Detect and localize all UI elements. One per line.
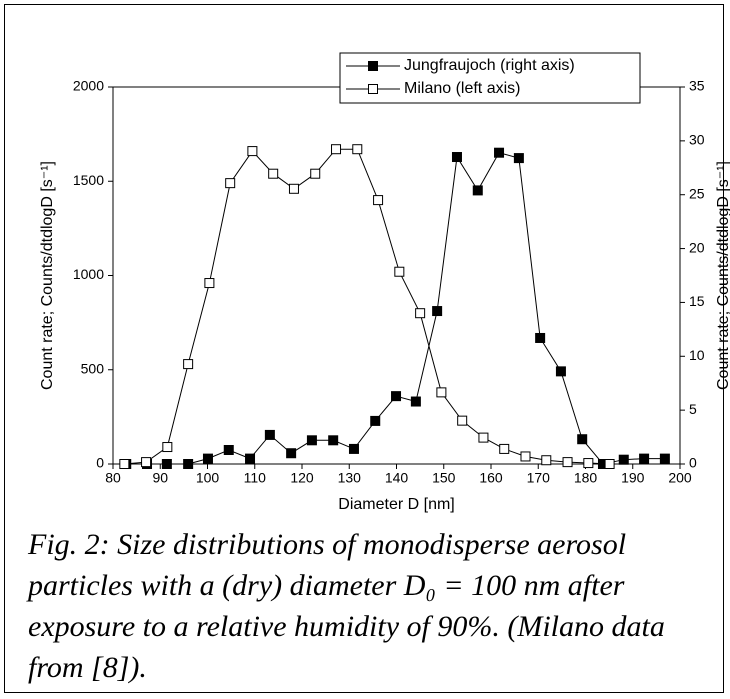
data-point	[555, 366, 566, 377]
y2-tick-label: 10	[689, 347, 705, 363]
legend-marker	[368, 61, 378, 71]
legend-label: Milano (left axis)	[404, 80, 520, 97]
data-point	[370, 415, 381, 426]
data-point	[225, 178, 236, 189]
data-point	[288, 183, 299, 194]
legend-box	[339, 52, 641, 104]
x-tick-label: 110	[244, 470, 267, 486]
data-point	[499, 443, 510, 454]
data-point	[373, 195, 384, 206]
data-point	[204, 278, 215, 289]
data-point	[162, 442, 173, 453]
y2-tick-label: 5	[689, 401, 697, 417]
y2-tick-label: 15	[689, 293, 705, 309]
data-point	[286, 448, 297, 459]
data-point	[520, 451, 531, 462]
data-point	[451, 152, 462, 163]
data-point	[432, 306, 443, 317]
y-axis-label: Count rate; Counts/dtdlogD [s⁻¹]	[39, 161, 56, 390]
data-point	[604, 459, 615, 469]
y2-tick-label: 0	[689, 455, 697, 471]
data-point	[352, 144, 363, 155]
data-point	[119, 459, 130, 469]
x-axis-label: Diameter D [nm]	[338, 496, 454, 513]
y-tick-label: 2000	[73, 78, 104, 94]
data-point	[183, 359, 194, 370]
chart: 80 90 100 110 120 130 140 150 160 170 180 190 200050…	[39, 52, 730, 513]
y-tick-label: 0	[96, 455, 104, 471]
data-point	[391, 391, 402, 402]
y-tick-label: 500	[81, 360, 105, 376]
y2-tick-label: 25	[689, 185, 705, 201]
data-point	[310, 168, 321, 179]
data-point	[513, 153, 524, 164]
data-point	[223, 444, 234, 455]
data-point	[541, 455, 552, 466]
figure-frame	[4, 4, 724, 693]
x-tick-label: 180	[574, 470, 598, 486]
data-point	[183, 459, 194, 469]
caption: Fig. 2: Size distributions of monodisper…	[28, 528, 665, 684]
data-point	[264, 429, 275, 440]
data-point	[494, 147, 505, 158]
data-point	[245, 453, 256, 464]
x-tick-label: 120	[290, 470, 314, 486]
data-point	[348, 443, 359, 454]
data-point	[161, 459, 172, 469]
y2-tick-label: 35	[689, 78, 705, 94]
data-point	[141, 457, 152, 468]
data-point	[639, 453, 650, 464]
y-tick-label: 1000	[73, 266, 104, 282]
data-point	[202, 453, 213, 464]
data-point	[562, 457, 573, 468]
x-tick-label: 80	[105, 470, 121, 486]
x-tick-label: 160	[479, 470, 503, 486]
x-tick-label: 130	[338, 470, 362, 486]
data-point	[436, 387, 447, 398]
data-point	[247, 146, 258, 157]
data-point	[472, 185, 483, 196]
data-point	[659, 453, 670, 464]
data-point	[331, 144, 342, 155]
data-point	[583, 458, 594, 469]
x-tick-label: 200	[668, 470, 692, 486]
y2-tick-label: 30	[689, 132, 705, 148]
data-point	[457, 415, 468, 426]
x-tick-label: 170	[527, 470, 551, 486]
data-point	[394, 266, 405, 277]
data-point	[415, 308, 426, 319]
x-tick-label: 150	[432, 470, 456, 486]
x-tick-label: 140	[385, 470, 409, 486]
data-point	[410, 396, 421, 407]
y2-tick-label: 20	[689, 239, 705, 255]
y2-axis-label: Count rate; Counts/dtdlogD [s⁻¹]	[715, 161, 730, 390]
legend-label: Jungfraujoch (right axis)	[404, 57, 575, 74]
data-point	[535, 332, 546, 343]
x-tick-label: 90	[152, 470, 168, 486]
data-point	[268, 168, 279, 179]
legend-marker	[368, 84, 378, 94]
data-point	[328, 435, 339, 446]
data-point	[577, 434, 588, 445]
series-line	[126, 152, 665, 465]
legend: Jungfraujoch (right axis) Milano (left ax…	[339, 52, 641, 104]
x-tick-label: 190	[621, 470, 645, 486]
y-tick-label: 1500	[73, 172, 104, 188]
data-point	[306, 435, 317, 446]
x-tick-label: 100	[196, 470, 220, 486]
data-point	[478, 432, 489, 443]
data-point	[618, 454, 629, 465]
